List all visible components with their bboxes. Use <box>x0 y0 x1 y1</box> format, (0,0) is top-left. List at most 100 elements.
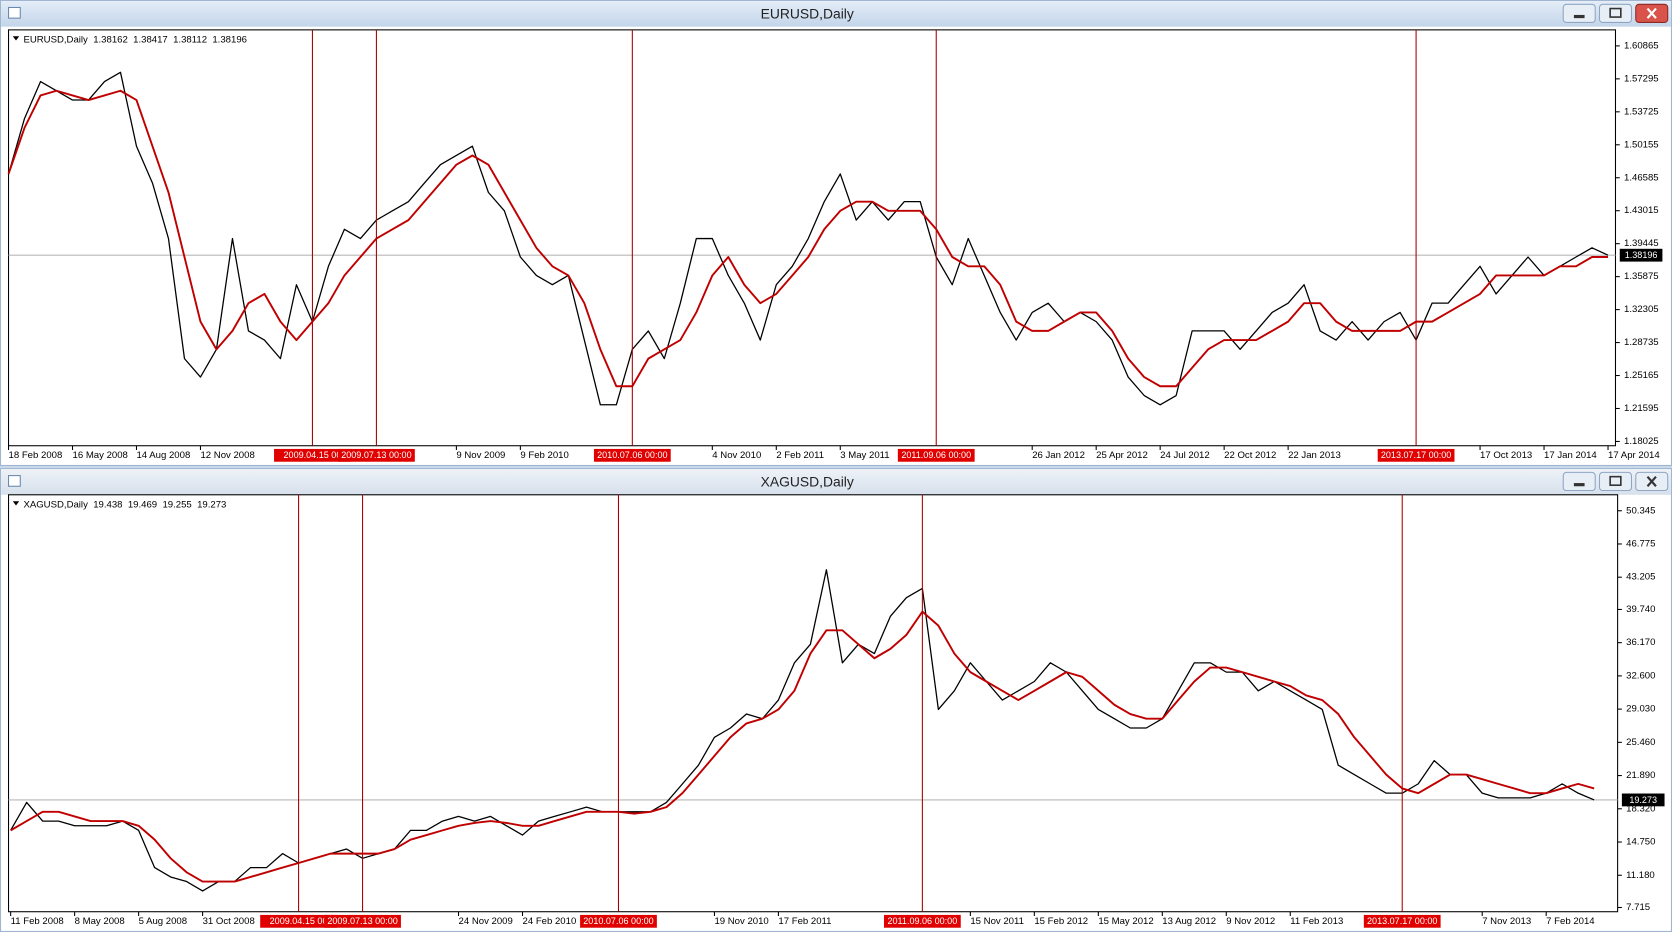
x-tick-label: 12 Nov 2008 <box>200 450 254 461</box>
y-tick-label: 1.39445 <box>1624 238 1659 249</box>
y-tick-label: 1.25165 <box>1624 370 1659 381</box>
marker-label: 2010.07.06 00:00 <box>597 450 667 460</box>
window-title: XAGUSD,Daily <box>761 474 854 490</box>
x-tick-label: 26 Jan 2012 <box>1032 450 1085 461</box>
x-tick-label: 9 Nov 2009 <box>456 450 505 461</box>
chart-window: EURUSD,Daily 1.60865 1.57295 1.53725 1.50155… <box>0 0 1672 466</box>
symbol: EURUSD,Daily <box>23 34 88 45</box>
ohlc-value: 19.469 <box>128 499 157 510</box>
x-tick-label: 2 Feb 2011 <box>776 450 824 461</box>
y-tick-label: 25.460 <box>1626 737 1655 748</box>
marker-label-box <box>1363 914 1441 928</box>
x-tick-label: 16 May 2008 <box>73 450 128 461</box>
moving-average <box>10 610 1595 883</box>
marker-label: 2013.07.17 00:00 <box>1367 916 1437 926</box>
x-tick-label: 17 Oct 2013 <box>1480 450 1532 461</box>
marker-label: 2011.09.06 00:00 <box>887 916 957 926</box>
x-tick-label: 14 Aug 2008 <box>136 450 190 461</box>
moving-average <box>7 89 1609 388</box>
window-icon <box>7 6 21 19</box>
marker-label-box <box>274 448 351 462</box>
close-glyph <box>1646 475 1657 487</box>
ohlc-value: 19.273 <box>197 499 226 510</box>
y-tick-label: 39.740 <box>1626 604 1655 615</box>
current-price-box <box>1619 248 1663 262</box>
x-tick-label: 22 Oct 2012 <box>1224 450 1276 461</box>
marker-label: 2013.07.17 00:00 <box>1381 450 1451 460</box>
y-tick-label: 1.60865 <box>1624 40 1659 51</box>
y-tick-label: 43.205 <box>1626 572 1655 583</box>
maximize-button[interactable] <box>1598 471 1633 492</box>
y-tick-label: 29.030 <box>1626 704 1655 715</box>
ohlc-value: 1.38196 <box>212 34 247 45</box>
y-tick-label: 1.35875 <box>1624 271 1659 282</box>
x-tick-label: 15 Nov 2011 <box>970 916 1024 927</box>
x-tick-label: 15 Feb 2012 <box>1034 916 1088 927</box>
x-tick-label: 24 Jul 2012 <box>1160 450 1210 461</box>
x-tick-label: 19 Nov 2010 <box>714 916 768 927</box>
ohlc-value: 1.38162 <box>93 34 128 45</box>
y-tick-label: 1.28735 <box>1624 337 1659 348</box>
marker-label-box <box>260 914 337 928</box>
y-tick-label: 1.43015 <box>1624 205 1659 216</box>
minimize-button[interactable] <box>1562 3 1596 23</box>
y-tick-label: 1.32305 <box>1624 304 1659 315</box>
maximize-button[interactable] <box>1598 3 1633 23</box>
x-tick-label: 7 Nov 2013 <box>1482 916 1531 927</box>
x-tick-label: 7 Feb 2014 <box>1546 916 1595 927</box>
x-tick-label: 31 Oct 2008 <box>203 916 255 927</box>
y-tick-label: 1.18025 <box>1624 436 1659 447</box>
title-bar <box>1 1 1671 27</box>
x-tick-label: 9 Nov 2012 <box>1226 916 1275 927</box>
x-tick-label: 13 Aug 2012 <box>1162 916 1216 927</box>
marker-label: 2009.04.15 00 <box>284 450 342 460</box>
marker-label-box <box>338 448 415 462</box>
y-tick-label: 7.715 <box>1626 902 1650 913</box>
marker-label-box <box>883 914 961 928</box>
price-line <box>10 569 1595 892</box>
y-tick-label: 21.890 <box>1626 770 1655 781</box>
marker-label: 2009.04.15 00 <box>270 916 328 926</box>
marker-label: 2011.09.06 00:00 <box>901 450 971 460</box>
x-tick-label: 9 Feb 2010 <box>520 450 568 461</box>
marker-label-box <box>324 914 401 928</box>
x-tick-label: 17 Feb 2011 <box>778 916 831 927</box>
x-tick-label: 22 Jan 2013 <box>1288 450 1341 461</box>
x-tick-label: 4 Nov 2010 <box>712 450 761 461</box>
minimize-button[interactable] <box>1562 471 1596 492</box>
marker-label-box <box>897 448 975 462</box>
marker-label: 2009.07.13 00:00 <box>341 450 411 460</box>
ohlc-value: 19.438 <box>93 499 122 510</box>
x-tick-label: 17 Apr 2014 <box>1608 450 1660 461</box>
info-arrow <box>12 36 20 41</box>
info-arrow <box>12 501 20 506</box>
ohlc-value: 1.38417 <box>133 34 168 45</box>
y-tick-label: 1.21595 <box>1624 403 1659 414</box>
x-tick-label: 24 Feb 2010 <box>523 916 577 927</box>
maximize-glyph <box>1609 475 1622 486</box>
marker-label: 2009.07.13 00:00 <box>327 916 397 926</box>
y-tick-label: 32.600 <box>1626 670 1655 681</box>
window-icon <box>7 475 21 487</box>
x-tick-label: 11 Feb 2008 <box>11 916 64 927</box>
minimize-glyph <box>1573 483 1585 487</box>
y-tick-label: 18.320 <box>1626 803 1655 814</box>
plot-frame <box>7 494 1619 913</box>
price-line <box>7 71 1609 406</box>
marker-label-box <box>580 914 657 928</box>
x-tick-label: 15 May 2012 <box>1098 916 1153 927</box>
current-price-label: 1.38196 <box>1625 250 1658 260</box>
x-tick-label: 17 Jan 2014 <box>1544 450 1597 461</box>
title-bar <box>1 469 1671 495</box>
current-price-box <box>1621 793 1665 807</box>
marker-label-box <box>593 448 671 462</box>
ohlc-value: 1.38112 <box>173 34 207 45</box>
chart-window: XAGUSD,Daily 50.345 46.775 43.205 39.740 36.1… <box>0 468 1672 932</box>
x-tick-label: 5 Aug 2008 <box>139 916 187 927</box>
y-tick-label: 1.50155 <box>1624 139 1659 150</box>
close-glyph <box>1646 7 1657 19</box>
maximize-glyph <box>1609 7 1622 18</box>
current-price-label: 19.273 <box>1629 795 1657 805</box>
x-tick-label: 25 Apr 2012 <box>1096 450 1148 461</box>
